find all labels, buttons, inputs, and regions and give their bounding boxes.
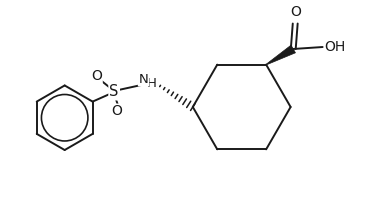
Text: N: N — [139, 73, 148, 86]
Text: H: H — [146, 77, 156, 91]
Text: O: O — [290, 5, 301, 19]
Text: OH: OH — [325, 40, 346, 54]
Text: O: O — [112, 104, 123, 118]
Text: S: S — [109, 84, 119, 99]
Text: O: O — [91, 69, 102, 83]
Polygon shape — [266, 45, 296, 65]
